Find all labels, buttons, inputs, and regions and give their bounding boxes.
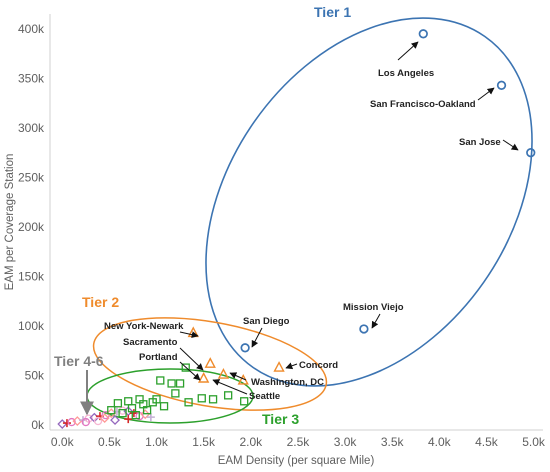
y-tick-label: 350k xyxy=(18,71,45,85)
tier-2-ellipse xyxy=(92,317,328,411)
tier-3-point xyxy=(181,363,190,372)
label-washington-dc: Washington, DC xyxy=(251,377,324,388)
x-tick-label: 3.5k xyxy=(381,435,405,449)
tier-3-point xyxy=(240,397,249,406)
tier-4-6-point xyxy=(57,419,68,429)
tier-3-point xyxy=(118,409,127,418)
tier-2-point xyxy=(273,361,285,372)
tier-1-point xyxy=(526,148,536,158)
label-new-york-newark: New York-Newark xyxy=(104,321,184,332)
tier-3-point xyxy=(152,395,161,404)
tier-3-label: Tier 3 xyxy=(262,411,299,427)
tier-4-6-point xyxy=(146,413,155,422)
x-tick-label: 4.0k xyxy=(428,435,452,449)
tier-1-point xyxy=(496,80,507,90)
arrow-san-jose xyxy=(502,139,519,151)
tier-4-6-point xyxy=(93,416,103,426)
tier-4-6-point xyxy=(129,409,138,418)
y-tick-label: 150k xyxy=(18,269,45,283)
tier-4-6-point xyxy=(99,413,110,424)
label-mission-viejo: Mission Viejo xyxy=(343,302,404,313)
arrow-new-york-newark xyxy=(179,331,199,339)
tier-1-point xyxy=(240,343,250,353)
x-tick-label: 2.0k xyxy=(239,435,263,449)
x-tick-label: 5.0k xyxy=(522,435,546,449)
label-sacramento: Sacramento xyxy=(123,337,178,348)
arrow-seattle xyxy=(212,379,248,395)
tier-1-point xyxy=(418,29,428,39)
x-axis-title: EAM Density (per square Mile) xyxy=(218,455,375,467)
x-tick-label: 3.0k xyxy=(334,435,358,449)
x-tick-label: 4.5k xyxy=(475,435,499,449)
label-san-diego: San Diego xyxy=(243,316,290,327)
y-tick-label: 50k xyxy=(25,369,45,383)
y-tick-label: 200k xyxy=(18,220,45,234)
tier-4-6-point xyxy=(124,415,133,424)
label-los-angeles: Los Angeles xyxy=(378,68,434,79)
tier-2-point xyxy=(217,368,230,379)
arrow-washington-dc xyxy=(229,372,247,381)
tier-3-point xyxy=(124,397,133,406)
label-portland: Portland xyxy=(139,352,178,363)
tier-3-point xyxy=(113,399,123,408)
x-tick-label: 1.0k xyxy=(145,435,169,449)
tier-3-point xyxy=(175,379,185,388)
tier-1-label: Tier 1 xyxy=(314,4,351,20)
tier-1-ellipse xyxy=(205,17,533,387)
tier-3-point xyxy=(156,376,165,385)
tier-3-point xyxy=(159,402,169,411)
tier-4-6-point xyxy=(62,419,71,428)
y-tick-label: 100k xyxy=(18,319,45,333)
tier-1-point xyxy=(359,324,369,334)
annotation-labels: Los Angeles San Francisco-Oakland San Jo… xyxy=(104,68,501,402)
arrow-sacramento xyxy=(179,347,204,371)
label-seattle: Seattle xyxy=(249,391,280,402)
y-axis-title: EAM per Coverage Station xyxy=(4,154,16,291)
arrow-portland xyxy=(179,361,201,381)
tier-2-label: Tier 2 xyxy=(82,294,119,310)
tier-3-point xyxy=(208,395,218,404)
tier-3-point xyxy=(107,406,116,415)
tier-labels: Tier 1 Tier 2 Tier 3 Tier 4-6 xyxy=(54,4,351,427)
arrow-san-diego xyxy=(251,327,263,348)
tier-2-point xyxy=(204,357,216,368)
x-tick-label: 1.5k xyxy=(192,435,216,449)
arrow-mission-viejo xyxy=(371,313,381,329)
label-san-francisco-oakland: San Francisco-Oakland xyxy=(370,99,476,110)
y-tick-label: 400k xyxy=(18,22,45,36)
tier-3-point xyxy=(197,394,206,403)
tier-4-6-point xyxy=(81,417,90,427)
tier-4-6-point xyxy=(140,409,151,420)
tier-3-point xyxy=(171,389,180,398)
label-san-jose: San Jose xyxy=(459,137,501,148)
tier-3-point xyxy=(142,406,152,415)
arrow-los-angeles xyxy=(397,41,419,61)
arrow-san-francisco-oakland xyxy=(477,87,495,101)
x-tick-label: 2.5k xyxy=(287,435,311,449)
tier-4-6-label: Tier 4-6 xyxy=(54,353,104,369)
label-concord: Concord xyxy=(299,360,338,371)
tier-4-6-point xyxy=(110,415,120,426)
y-tick-label: 0k xyxy=(31,418,45,432)
tier-3-point xyxy=(184,398,193,407)
tier-3-point xyxy=(167,379,176,388)
x-tick-labels: 0.0k 0.5k 1.0k 1.5k 2.0k 2.5k 3.0k 3.5k 4.0k 4.5k… xyxy=(51,435,546,449)
arrow-concord xyxy=(285,362,298,370)
tier-3-point xyxy=(224,391,233,400)
data-points xyxy=(57,29,536,429)
x-tick-label: 0.5k xyxy=(98,435,122,449)
x-tick-label: 0.0k xyxy=(51,435,75,449)
annotation-arrows xyxy=(80,41,519,416)
y-tick-label: 300k xyxy=(18,121,45,135)
tier-ellipses xyxy=(86,17,533,424)
tier-3-point xyxy=(131,410,140,420)
y-tick-label: 250k xyxy=(18,170,45,184)
y-tick-labels: 0k 50k 100k 150k 200k 250k 300k 350k 400k xyxy=(18,22,45,432)
tier-2-point xyxy=(197,371,210,383)
